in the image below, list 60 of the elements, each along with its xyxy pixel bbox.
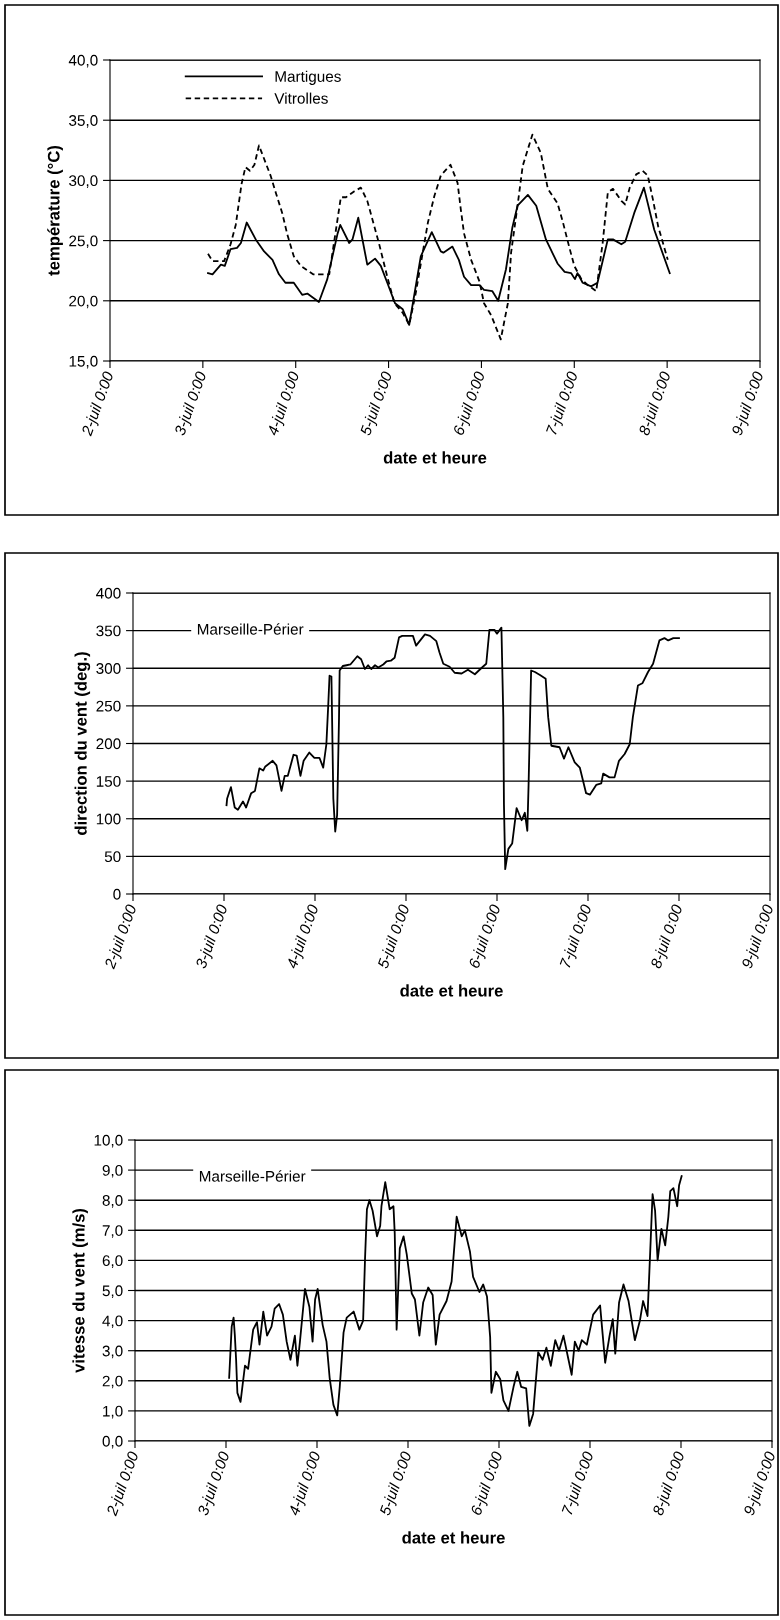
x-axis-title: date et heure xyxy=(400,984,503,997)
y-tick-label: 50 xyxy=(104,851,121,863)
y-tick-label: 40,0 xyxy=(68,54,98,68)
annotation: Marseille-Périer xyxy=(197,623,304,635)
y-axis-title: température (°C) xyxy=(47,145,63,276)
y-tick-label: 9,0 xyxy=(102,1164,123,1178)
annotation: Marseille-Périer xyxy=(199,1170,306,1182)
legend-label: Martigues xyxy=(275,70,341,85)
y-tick-label: 1,0 xyxy=(103,1405,123,1419)
x-tick-label: 4-juil 0:00 xyxy=(285,903,322,971)
x-tick-label: 2-juil 0:00 xyxy=(105,1450,142,1518)
x-tick-label: 5-juil 0:00 xyxy=(359,370,396,438)
y-tick-label: 6,0 xyxy=(102,1255,123,1268)
y-tick-label: 30,0 xyxy=(69,175,98,188)
x-tick-label: 7-juil 0:00 xyxy=(561,1450,597,1516)
x-tick-label: 5-juil 0:00 xyxy=(378,1450,415,1518)
x-tick-label: 9-juil 0:00 xyxy=(742,1450,779,1517)
y-tick-label: 0 xyxy=(113,888,121,900)
y-tick-label: 7,0 xyxy=(102,1225,123,1238)
y-axis-title: direction du vent (deg.) xyxy=(74,652,91,835)
y-tick-label: 25,0 xyxy=(69,235,98,249)
y-tick-label: 200 xyxy=(96,738,121,750)
x-tick-label: 9-juil 0:00 xyxy=(730,370,767,437)
x-tick-label: 9-juil 0:00 xyxy=(740,903,777,970)
x-axis-title: date et heure xyxy=(383,451,487,464)
x-tick-label: 6-juil 0:00 xyxy=(452,370,489,437)
y-tick-label: 5,0 xyxy=(102,1285,123,1298)
y-tick-label: 100 xyxy=(96,813,121,825)
x-tick-label: 3-juil 0:00 xyxy=(194,903,231,971)
legend-label: Vitrolles xyxy=(274,92,328,104)
x-axis-title: date et heure xyxy=(402,1531,505,1544)
y-tick-label: 8,0 xyxy=(102,1195,123,1208)
y-tick-label: 15,0 xyxy=(69,355,98,369)
x-tick-label: 8-juil 0:00 xyxy=(637,370,674,438)
x-tick-label: 2-juil 0:00 xyxy=(103,903,140,971)
y-axis-title: vitesse du vent (m/s) xyxy=(72,1208,88,1373)
x-tick-label: 8-juil 0:00 xyxy=(651,1450,688,1518)
y-tick-label: 35,0 xyxy=(69,115,98,128)
y-tick-label: 20,0 xyxy=(69,295,98,309)
y-tick-label: 350 xyxy=(96,625,121,637)
x-tick-label: 3-juil 0:00 xyxy=(196,1450,233,1518)
x-tick-label: 4-juil 0:00 xyxy=(287,1450,324,1518)
x-tick-label: 4-juil 0:00 xyxy=(266,370,303,438)
y-tick-label: 2,0 xyxy=(102,1375,123,1389)
y-tick-label: 0,0 xyxy=(102,1435,123,1449)
x-tick-label: 2-juil 0:00 xyxy=(80,370,117,438)
y-tick-label: 250 xyxy=(96,700,121,712)
y-tick-label: 300 xyxy=(96,663,121,674)
y-tick-label: 400 xyxy=(96,587,121,599)
x-tick-label: 7-juil 0:00 xyxy=(545,370,581,436)
y-tick-label: 4,0 xyxy=(102,1315,123,1329)
y-tick-label: 150 xyxy=(96,775,121,787)
y-tick-label: 3,0 xyxy=(102,1345,123,1359)
x-tick-label: 5-juil 0:00 xyxy=(376,903,413,971)
x-tick-label: 6-juil 0:00 xyxy=(469,1450,506,1517)
x-tick-label: 7-juil 0:00 xyxy=(559,903,595,969)
x-tick-label: 3-juil 0:00 xyxy=(173,370,210,438)
x-tick-label: 8-juil 0:00 xyxy=(649,903,686,971)
y-tick-label: 10,0 xyxy=(94,1134,123,1148)
x-tick-label: 6-juil 0:00 xyxy=(467,903,504,970)
